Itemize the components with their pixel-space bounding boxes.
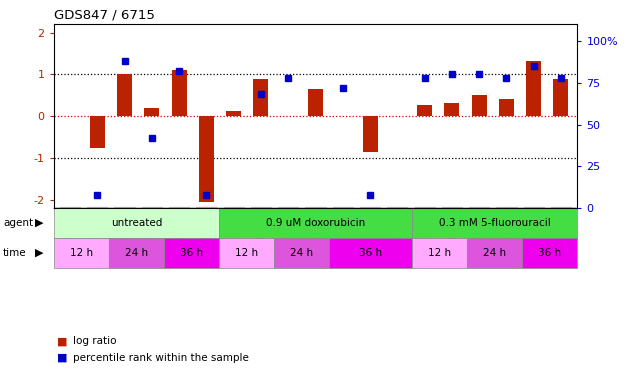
Bar bbox=[254, 80, 268, 116]
Bar bbox=[417, 105, 432, 116]
Text: ■: ■ bbox=[57, 336, 68, 346]
Text: 0.3 mM 5-fluorouracil: 0.3 mM 5-fluorouracil bbox=[439, 218, 550, 228]
Text: time: time bbox=[3, 248, 27, 258]
Text: agent: agent bbox=[3, 218, 33, 228]
Bar bbox=[54, 208, 219, 238]
Text: untreated: untreated bbox=[110, 218, 162, 228]
Text: 36 h: 36 h bbox=[538, 248, 562, 258]
Bar bbox=[219, 238, 274, 268]
Bar bbox=[499, 99, 514, 116]
Text: ▶: ▶ bbox=[35, 248, 43, 258]
Bar bbox=[329, 238, 412, 268]
Text: 36 h: 36 h bbox=[180, 248, 203, 258]
Text: percentile rank within the sample: percentile rank within the sample bbox=[73, 353, 249, 363]
Bar bbox=[199, 116, 214, 202]
Bar bbox=[553, 80, 569, 116]
Text: GDS847 / 6715: GDS847 / 6715 bbox=[54, 9, 155, 22]
Bar bbox=[412, 238, 467, 268]
Bar bbox=[164, 238, 219, 268]
Bar bbox=[172, 70, 187, 116]
Text: 24 h: 24 h bbox=[290, 248, 313, 258]
Text: 12 h: 12 h bbox=[69, 248, 93, 258]
Bar bbox=[90, 116, 105, 147]
Bar bbox=[467, 238, 522, 268]
Text: log ratio: log ratio bbox=[73, 336, 116, 346]
Text: 12 h: 12 h bbox=[428, 248, 451, 258]
Bar bbox=[308, 89, 323, 116]
Text: 0.9 uM doxorubicin: 0.9 uM doxorubicin bbox=[266, 218, 365, 228]
Text: 36 h: 36 h bbox=[359, 248, 382, 258]
Bar bbox=[219, 208, 412, 238]
Bar bbox=[412, 208, 577, 238]
Bar bbox=[117, 74, 132, 116]
Text: ■: ■ bbox=[57, 353, 68, 363]
Bar bbox=[444, 103, 459, 116]
Bar bbox=[109, 238, 164, 268]
Text: 12 h: 12 h bbox=[235, 248, 258, 258]
Bar bbox=[274, 238, 329, 268]
Text: 24 h: 24 h bbox=[483, 248, 506, 258]
Text: ▶: ▶ bbox=[35, 218, 43, 228]
Text: 24 h: 24 h bbox=[125, 248, 148, 258]
Bar bbox=[226, 111, 241, 116]
Bar bbox=[526, 61, 541, 116]
Bar bbox=[54, 238, 109, 268]
Bar bbox=[522, 238, 577, 268]
Bar bbox=[471, 95, 487, 116]
Bar bbox=[144, 108, 160, 116]
Bar bbox=[363, 116, 377, 152]
